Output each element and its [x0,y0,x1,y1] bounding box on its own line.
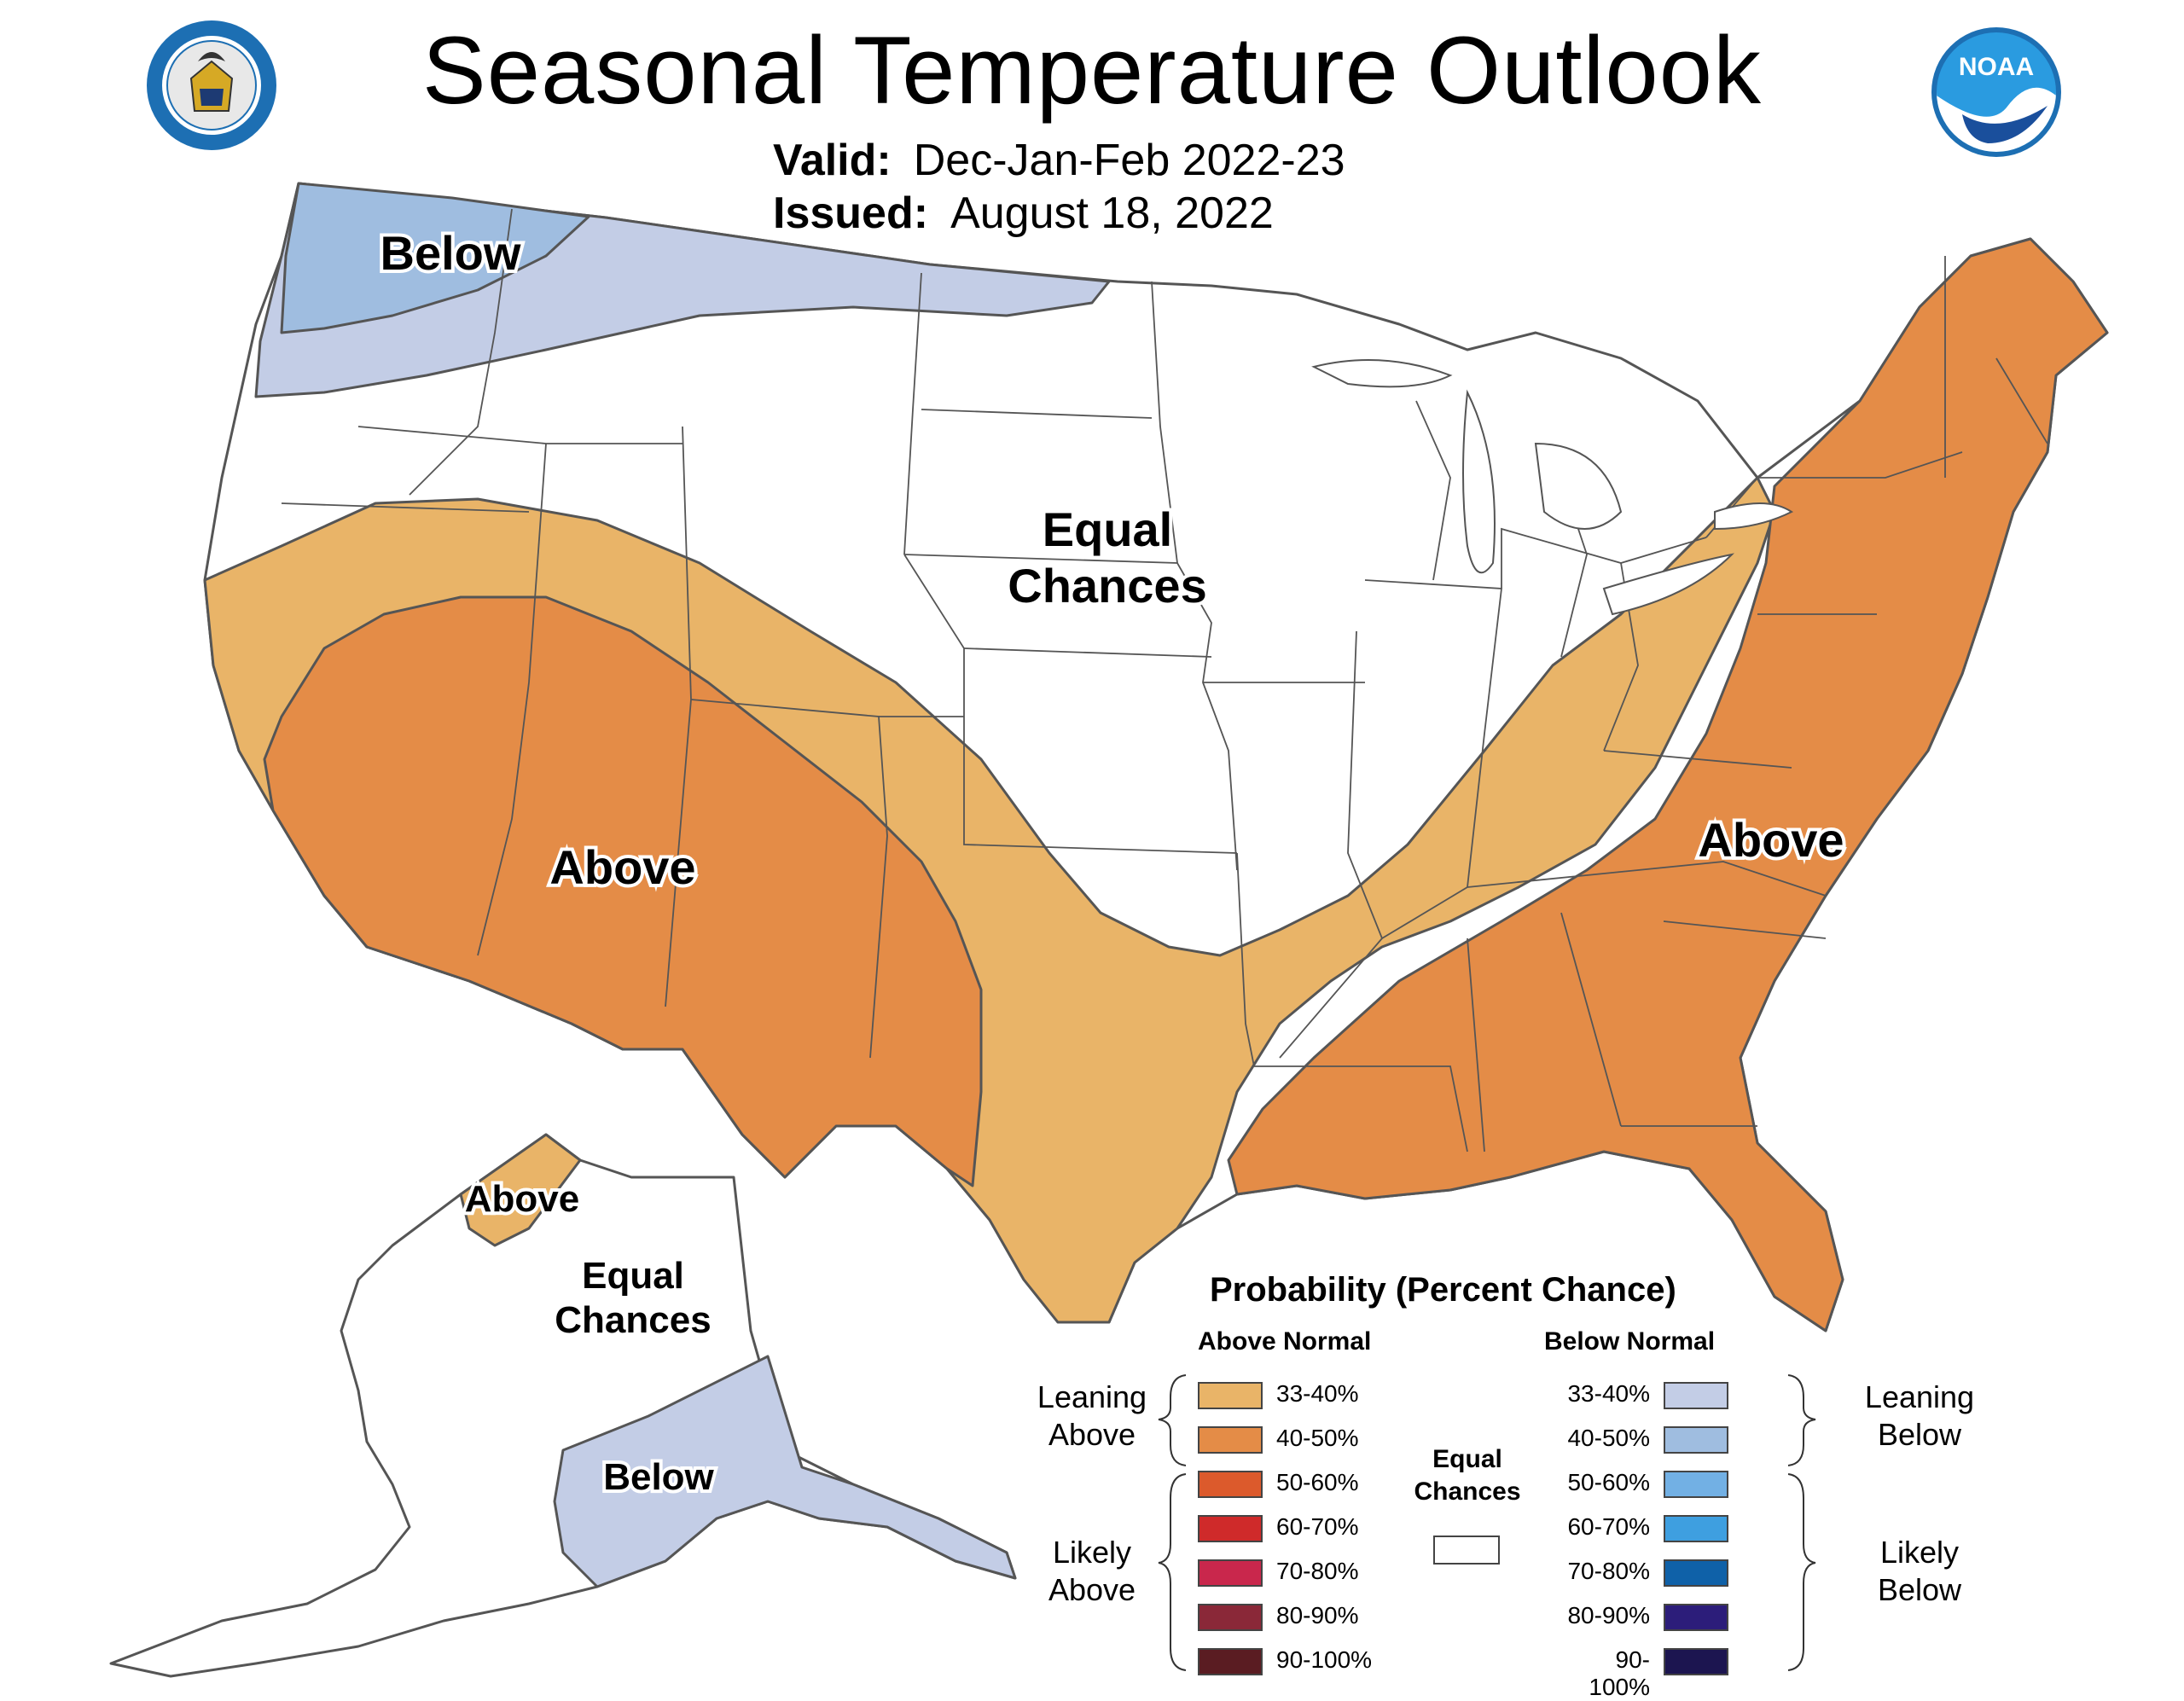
legend-above-swatch [1198,1559,1263,1587]
legend-above-swatch [1198,1471,1263,1498]
legend-leaning-above: Leaning Above [1037,1379,1147,1452]
label-east-above: Above [1698,813,1844,867]
legend-above-range: 33-40% [1276,1380,1359,1407]
legend-below-range: 70-80% [1567,1558,1650,1584]
label-center-equal-1: Equal [1043,502,1172,556]
issued-value: August 18, 2022 [950,189,1274,238]
label-ak-equal-1: Equal [582,1255,684,1297]
legend-below-range: 90-100% [1589,1646,1650,1700]
label-sw-above: Above [549,840,695,894]
legend: Probability (Percent Chance) Above Norma… [981,1263,2090,1700]
legend-title: Probability (Percent Chance) [1210,1271,1676,1309]
region-ak-below-33-40 [553,1355,1017,1588]
legend-above-range: 50-60% [1276,1469,1359,1495]
legend-likely-below: Likely Below [1877,1535,1962,1607]
label-ak-equal-2: Chances [555,1299,711,1341]
legend-below-swatch [1664,1426,1728,1454]
legend-above-swatch [1198,1648,1263,1675]
legend-above-range: 70-80% [1276,1558,1359,1584]
legend-below-range: 50-60% [1567,1469,1650,1495]
legend-below-swatch [1664,1471,1728,1498]
legend-below-range: 40-50% [1567,1425,1650,1451]
page-title: Seasonal Temperature Outlook [422,17,1762,124]
legend-above-range: 90-100% [1276,1646,1373,1673]
valid-value: Dec-Jan-Feb 2022-23 [913,136,1345,185]
legend-below-range: 33-40% [1567,1380,1650,1407]
legend-below-header: Below Normal [1544,1327,1716,1356]
legend-above-swatch [1198,1604,1263,1631]
legend-above-swatch [1198,1426,1263,1454]
legend-below-swatch [1664,1382,1728,1409]
noaa-logo-text: NOAA [1959,53,2034,81]
issued-label: Issued: [773,189,929,238]
region-above-40-50-east [1227,237,2109,1332]
legend-above-swatch [1198,1382,1263,1409]
legend-leaning-below: Leaning Below [1864,1379,1975,1452]
label-center-equal-2: Chances [1008,559,1206,612]
label-ak-below: Below [603,1456,714,1498]
legend-braces [1158,1374,1816,1671]
legend-likely-above: Likely Above [1048,1535,1136,1607]
great-lakes [1311,359,1793,616]
noaa-logo-icon: NOAA [1931,27,2061,157]
region-below-40-50-nw [280,182,590,334]
department-of-commerce-seal-icon [147,20,276,150]
legend-below-range: 80-90% [1567,1602,1650,1628]
legend-below-swatch [1664,1604,1728,1631]
label-pnw-below: Below [380,226,521,280]
region-ak-above-33-40 [459,1133,582,1247]
legend-above-swatch [1198,1515,1263,1542]
valid-line: Valid: Dec-Jan-Feb 2022-23 [773,135,1345,186]
label-ak-above: Above [465,1178,579,1220]
legend-below-swatch [1664,1559,1728,1587]
legend-above-header: Above Normal [1198,1327,1372,1356]
legend-above-range: 60-70% [1276,1513,1359,1540]
state-boundaries [281,208,2048,1152]
legend-equal-chances: Equal Chances [1414,1445,1521,1506]
issued-line: Issued: August 18, 2022 [773,188,1274,239]
legend-below-swatch [1664,1515,1728,1542]
legend-above-range: 80-90% [1276,1602,1359,1628]
valid-label: Valid: [773,136,892,185]
legend-equal-swatch [1433,1536,1500,1565]
legend-below-swatch [1664,1648,1728,1675]
legend-below-range: 60-70% [1567,1513,1650,1540]
region-above-40-50-southwest [263,595,983,1187]
legend-above-range: 40-50% [1276,1425,1359,1451]
